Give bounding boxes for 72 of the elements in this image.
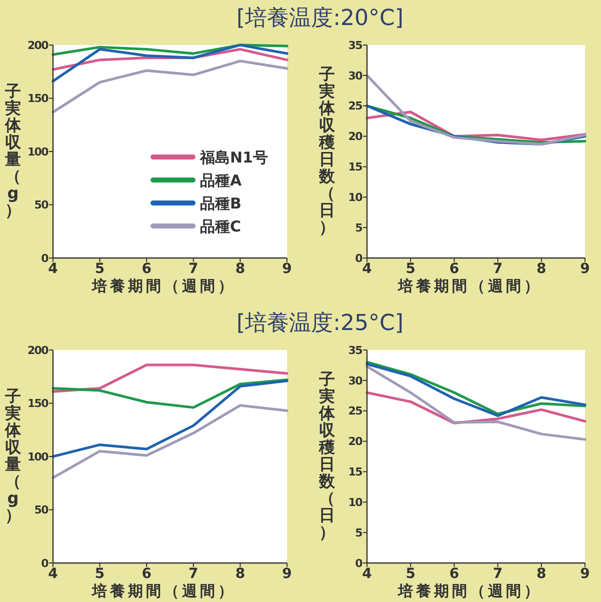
chart-title: [培養温度:25°C]: [236, 311, 404, 336]
y-tick-label: 50: [34, 198, 50, 212]
x-tick-label: 7: [188, 261, 198, 277]
x-tick-label: 5: [406, 566, 416, 582]
x-axis-title: 培養期間（週間）: [397, 582, 542, 600]
y-tick-label: 35: [348, 38, 362, 52]
x-tick-label: 7: [492, 261, 503, 277]
y-tick-label: 20: [348, 130, 364, 144]
y-axis-title: 子実体収量（g）: [4, 386, 22, 524]
x-axis-title: 培養期間（週間）: [397, 277, 542, 295]
text: 子実体収穫日数（日）: [319, 64, 335, 236]
x-tick-label: 4: [48, 566, 58, 582]
line-series: [52, 378, 288, 409]
x-tick-label: 4: [362, 566, 372, 582]
x-tick-label: 7: [492, 566, 503, 582]
x-tick-label: 4: [362, 261, 372, 277]
x-tick-label: 9: [282, 566, 292, 582]
legend-label: 福島N1号: [199, 148, 268, 166]
y-tick-label: 10: [348, 190, 364, 204]
y-tick-label: 100: [27, 145, 50, 158]
x-tick-label: 4: [48, 261, 58, 277]
y-tick-label: 0: [355, 252, 364, 265]
y-tick-label: 150: [27, 92, 50, 106]
chart-title: [培養温度:20°C]: [236, 6, 404, 31]
x-tick-label: 9: [580, 566, 590, 582]
y-tick-label: 50: [34, 504, 50, 517]
x-tick-label: 9: [282, 261, 292, 277]
text: 子実体収穫日数（日）: [319, 369, 335, 542]
y-tick-label: 200: [27, 344, 50, 357]
x-tick-label: 8: [235, 566, 246, 582]
x-tick-label: 7: [188, 566, 198, 582]
y-tick-label: 15: [348, 160, 362, 174]
line-series: [52, 380, 288, 458]
x-tick-label: 8: [235, 261, 246, 277]
y-tick-label: 5: [355, 221, 362, 234]
x-tick-label: 6: [449, 566, 460, 582]
y-tick-label: 10: [348, 496, 364, 509]
x-axis-title: 培養期間（週間）: [91, 582, 236, 600]
y-tick-label: 15: [348, 466, 362, 479]
y-tick-label: 20: [348, 435, 364, 448]
line-series: [52, 404, 288, 480]
x-tick-label: 5: [406, 261, 416, 277]
y-tick-label: 0: [41, 252, 50, 265]
y-tick-label: 100: [27, 450, 50, 464]
x-tick-label: 6: [142, 566, 152, 582]
x-tick-label: 5: [94, 261, 105, 277]
y-axis-title: 子実体収量（g）: [4, 81, 22, 220]
x-tick-label: 5: [94, 566, 105, 582]
y-tick-label: 200: [27, 38, 50, 52]
x-tick-label: 6: [142, 261, 152, 277]
y-tick-label: 5: [355, 526, 362, 540]
y-tick-label: 25: [348, 404, 362, 418]
line-series: [366, 74, 586, 146]
legend-label: 品種A: [200, 171, 242, 190]
x-tick-label: 8: [536, 261, 546, 277]
y-tick-label: 150: [27, 397, 50, 410]
y-tick-label: 30: [348, 374, 364, 388]
line-series: [52, 44, 288, 83]
x-tick-label: 8: [536, 566, 546, 582]
y-tick-label: 25: [348, 100, 362, 113]
legend-label: 品種B: [200, 194, 242, 212]
y-tick-label: 0: [355, 556, 364, 570]
y-tick-label: 35: [348, 344, 362, 357]
line-series: [52, 364, 288, 393]
legend-label: 品種C: [200, 217, 242, 236]
y-tick-label: 30: [348, 69, 364, 82]
x-tick-label: 6: [449, 261, 460, 277]
x-tick-label: 9: [580, 261, 590, 277]
line-series: [366, 365, 586, 441]
x-axis-title: 培養期間（週間）: [91, 277, 236, 295]
line-series: [52, 60, 288, 114]
y-tick-label: 0: [41, 556, 50, 570]
